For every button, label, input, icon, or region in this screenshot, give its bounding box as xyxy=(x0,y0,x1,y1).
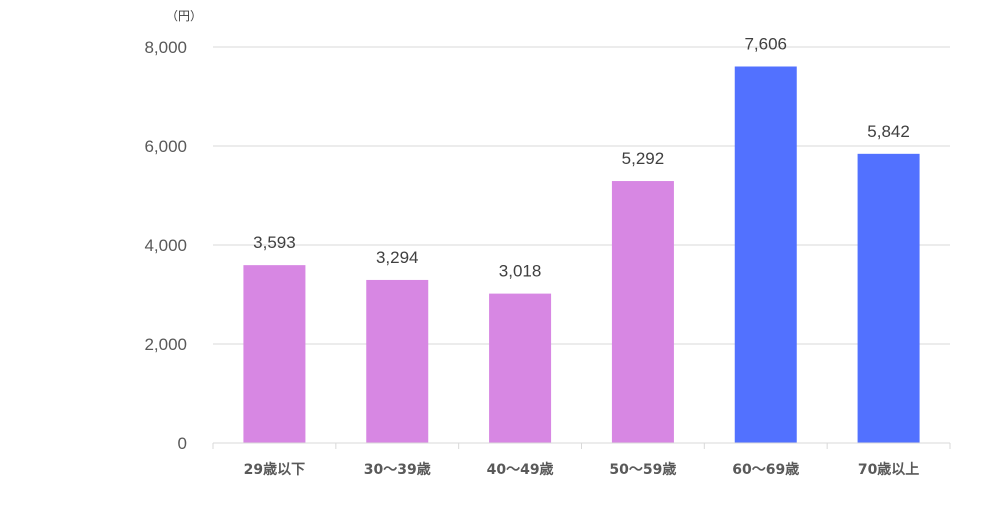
data-label: 5,842 xyxy=(867,122,910,141)
bar xyxy=(243,265,306,443)
data-labels: 3,593 3,294 3,018 5,292 7,606 5,842 xyxy=(253,35,910,281)
x-tick-label: 40～49歳 xyxy=(487,461,554,478)
x-tick-label: 70歳以上 xyxy=(858,461,919,478)
bars xyxy=(243,66,920,444)
y-tick-label: 8,000 xyxy=(144,38,187,57)
x-tick-label: 50～59歳 xyxy=(609,461,676,478)
y-tick-label: 2,000 xyxy=(144,335,187,354)
data-label: 3,294 xyxy=(376,248,419,267)
gridlines xyxy=(213,46,950,345)
data-label: 3,018 xyxy=(499,262,542,281)
bar xyxy=(366,279,429,443)
x-tick-label: 30～39歳 xyxy=(364,461,431,478)
x-axis xyxy=(212,442,951,449)
bar xyxy=(611,181,674,443)
y-axis-unit-label: （円） xyxy=(166,9,202,23)
data-label: 7,606 xyxy=(744,35,787,54)
x-tick-label: 60～69歳 xyxy=(732,461,799,478)
x-axis-category-labels: 29歳以下 30～39歳 40～49歳 50～59歳 60～69歳 70歳以上 xyxy=(244,461,920,478)
x-tick-label: 29歳以下 xyxy=(244,461,305,478)
data-label: 5,292 xyxy=(622,149,665,168)
y-axis-tick-labels: 0 2,000 4,000 6,000 8,000 xyxy=(144,38,187,453)
bar xyxy=(489,293,552,443)
y-tick-label: 0 xyxy=(178,434,187,453)
bar xyxy=(857,153,920,444)
bar xyxy=(734,66,797,444)
y-tick-label: 4,000 xyxy=(144,236,187,255)
data-label: 3,593 xyxy=(253,233,296,252)
y-tick-label: 6,000 xyxy=(144,137,187,156)
